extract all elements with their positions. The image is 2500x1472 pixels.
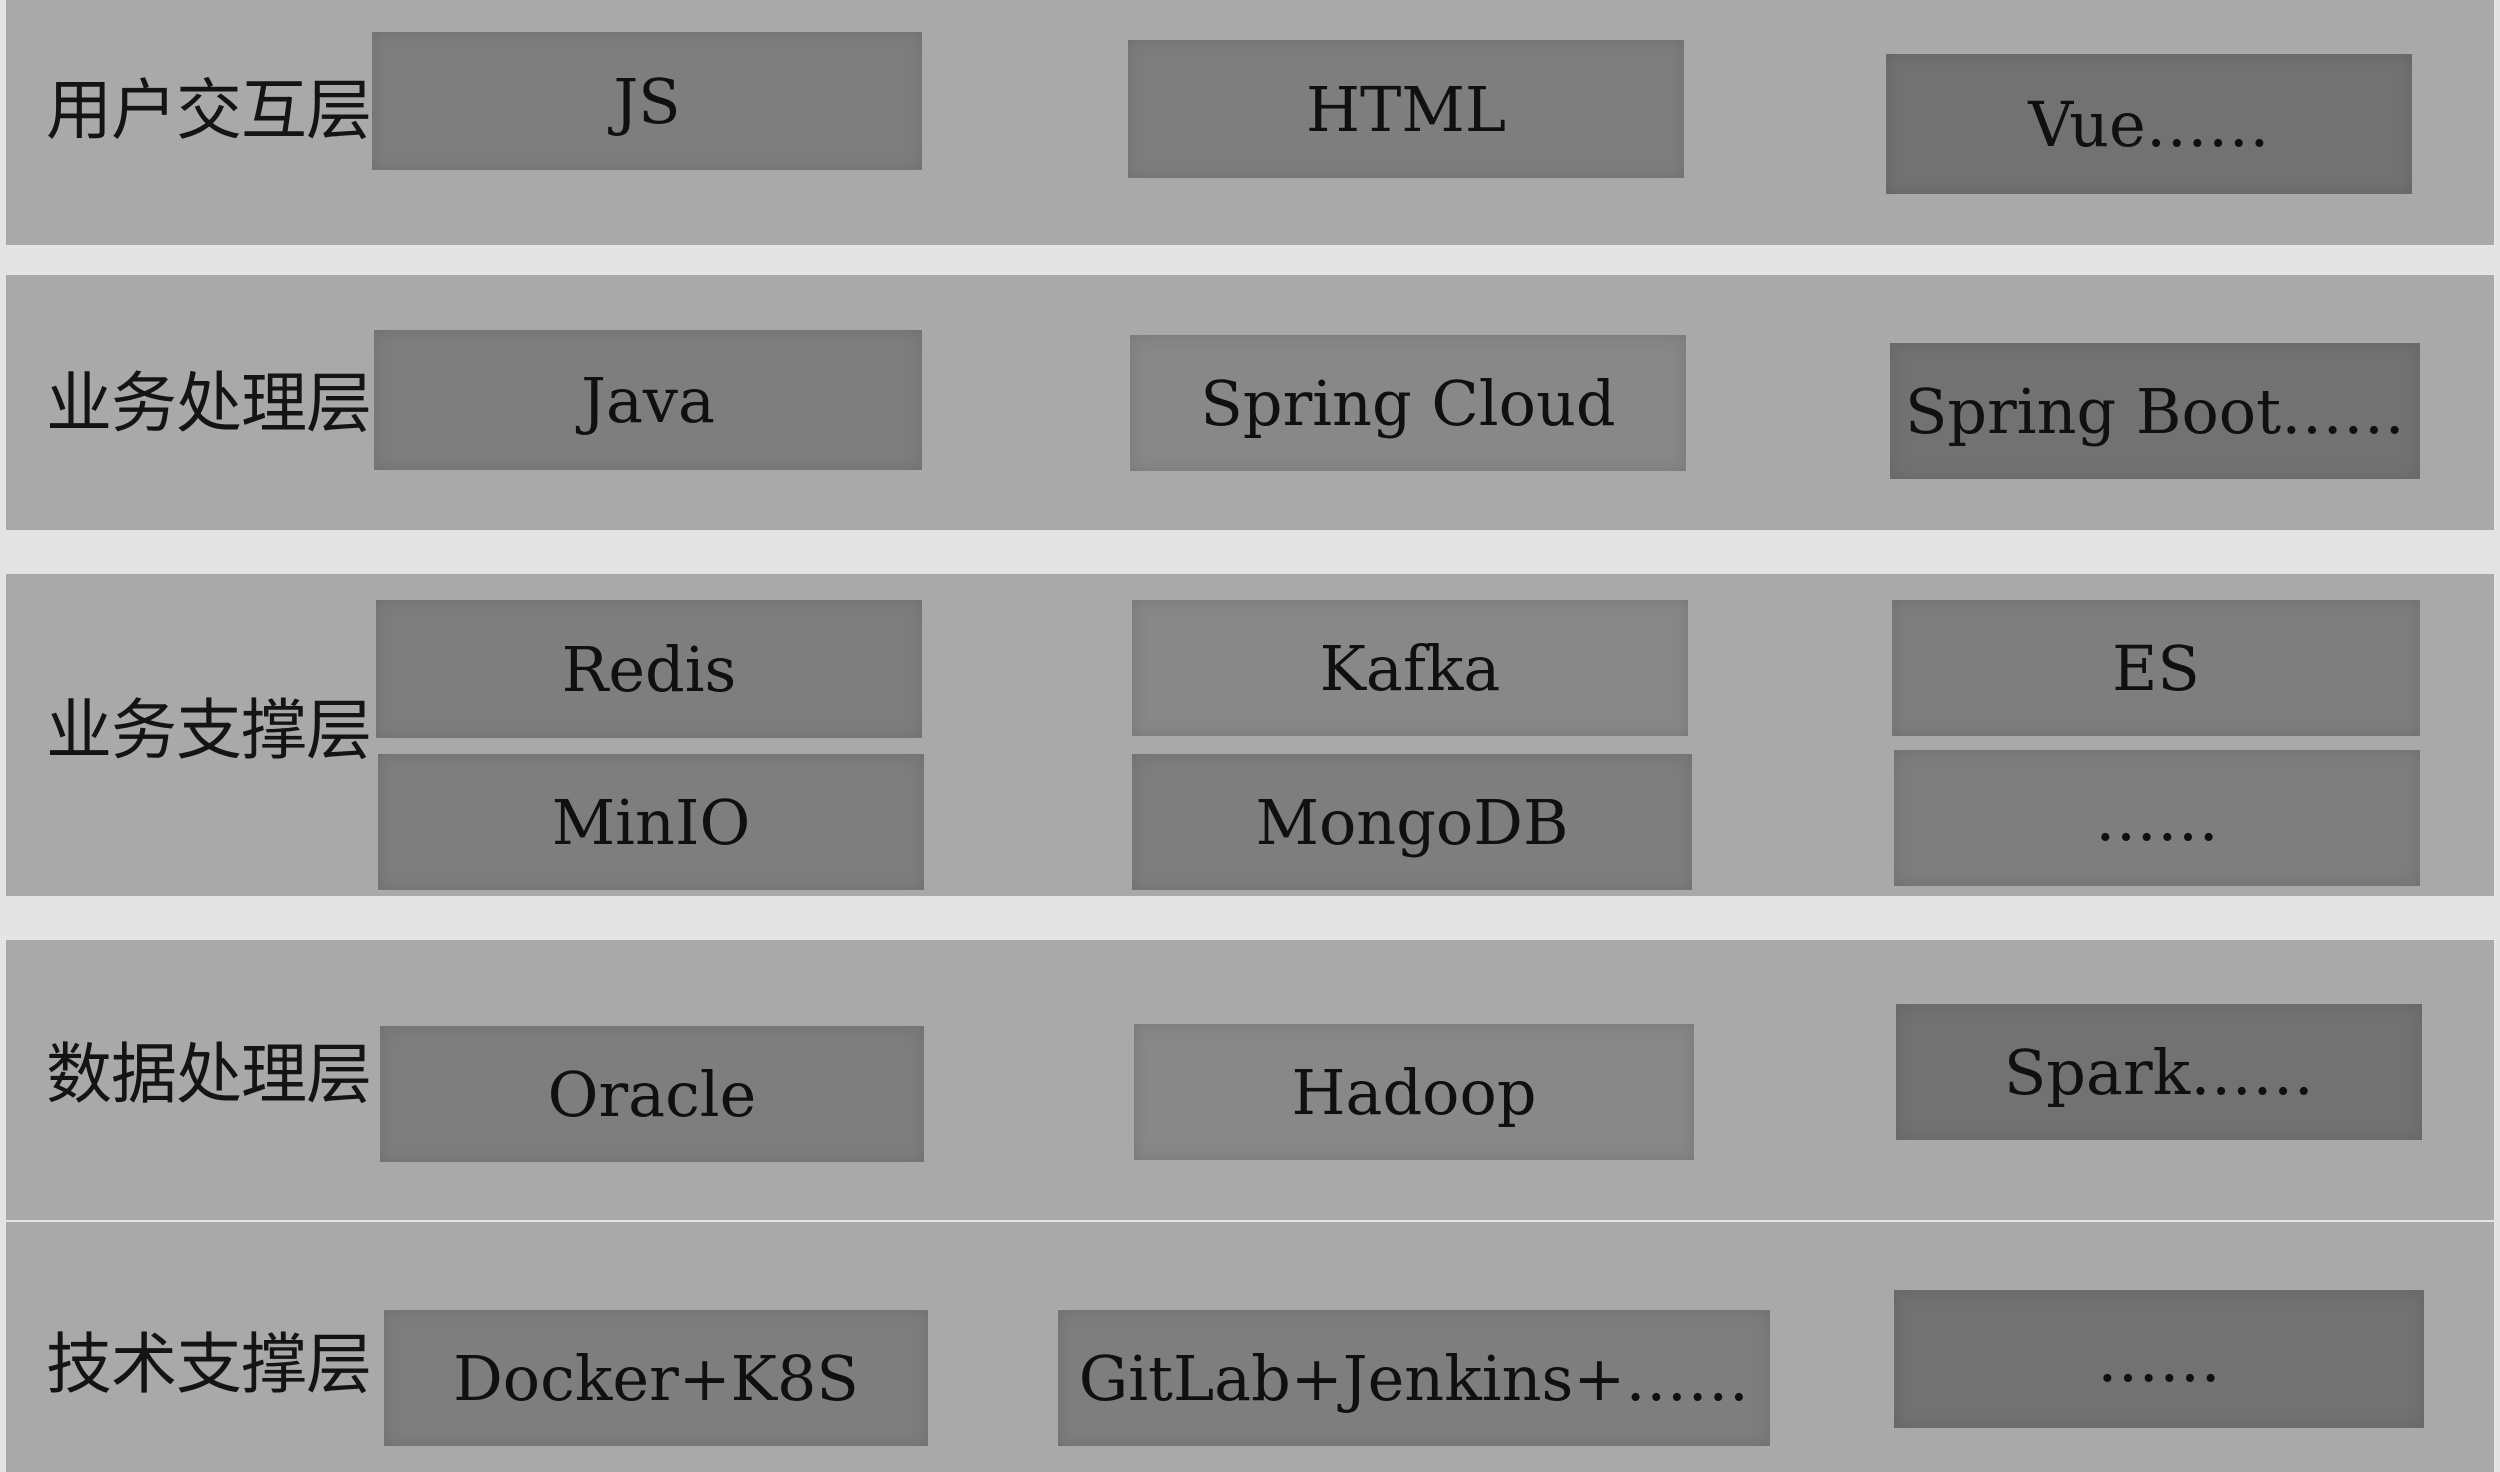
tech-box-hadoop: Hadoop xyxy=(1134,1024,1694,1160)
tech-box-minio: MinIO xyxy=(378,754,924,890)
tech-box-vue: Vue…… xyxy=(1886,54,2412,194)
tech-box-java: Java xyxy=(374,330,922,470)
tech-box-more-support: …… xyxy=(1894,750,2420,886)
layer-data-processing: 数据处理层 Oracle Hadoop Spark…… xyxy=(6,940,2494,1220)
tech-box-mongodb: MongoDB xyxy=(1132,754,1692,890)
tech-box-oracle: Oracle xyxy=(380,1026,924,1162)
layer-label-business-support: 业务支撑层 xyxy=(46,692,372,769)
tech-box-es: ES xyxy=(1892,600,2420,736)
layer-label-technical-support: 技术支撑层 xyxy=(46,1326,372,1403)
layer-technical-support: 技术支撑层 Docker+K8S GitLab+Jenkins+…… …… xyxy=(6,1222,2494,1472)
layer-label-business-processing: 业务处理层 xyxy=(46,365,372,442)
layer-business-support: 业务支撑层 Redis Kafka ES MinIO MongoDB …… xyxy=(6,574,2494,896)
tech-box-docker-k8s: Docker+K8S xyxy=(384,1310,928,1446)
tech-box-more-tech: …… xyxy=(1894,1290,2424,1428)
tech-box-html: HTML xyxy=(1128,40,1684,178)
layer-user-interaction: 用户交互层 JS HTML Vue…… xyxy=(6,0,2494,245)
tech-box-js: JS xyxy=(372,32,922,170)
tech-box-spring-cloud: Spring Cloud xyxy=(1130,335,1686,471)
tech-box-gitlab-jenkins: GitLab+Jenkins+…… xyxy=(1058,1310,1770,1446)
tech-box-redis: Redis xyxy=(376,600,922,738)
layer-label-user-interaction: 用户交互层 xyxy=(46,72,372,149)
tech-box-spring-boot: Spring Boot…… xyxy=(1890,343,2420,479)
tech-box-kafka: Kafka xyxy=(1132,600,1688,736)
layer-business-processing: 业务处理层 Java Spring Cloud Spring Boot…… xyxy=(6,275,2494,530)
layer-label-data-processing: 数据处理层 xyxy=(46,1036,372,1113)
tech-box-spark: Spark…… xyxy=(1896,1004,2422,1140)
